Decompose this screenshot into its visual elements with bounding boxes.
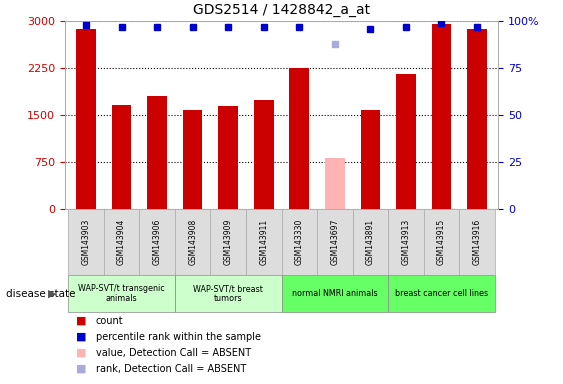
Text: GSM143906: GSM143906	[153, 219, 162, 265]
Text: GSM143697: GSM143697	[330, 219, 339, 265]
Text: GSM143909: GSM143909	[224, 219, 233, 265]
Bar	[325, 158, 345, 209]
Bar	[104, 209, 140, 275]
Text: GSM143915: GSM143915	[437, 219, 446, 265]
Text: GSM143908: GSM143908	[188, 219, 197, 265]
Text: ■: ■	[76, 316, 87, 326]
Bar	[432, 24, 451, 209]
Bar	[388, 275, 495, 312]
Bar	[388, 209, 423, 275]
Text: disease state: disease state	[6, 289, 75, 299]
Bar	[289, 68, 309, 209]
Text: ■: ■	[76, 348, 87, 358]
Text: GSM143911: GSM143911	[259, 219, 268, 265]
Bar	[467, 29, 486, 209]
Bar	[254, 99, 274, 209]
Text: GSM143913: GSM143913	[401, 219, 410, 265]
Bar	[175, 275, 282, 312]
Text: GSM143903: GSM143903	[82, 219, 91, 265]
Bar	[68, 209, 104, 275]
Title: GDS2514 / 1428842_a_at: GDS2514 / 1428842_a_at	[193, 3, 370, 17]
Text: breast cancer cell lines: breast cancer cell lines	[395, 289, 488, 298]
Text: ■: ■	[76, 364, 87, 374]
Text: WAP-SVT/t transgenic
animals: WAP-SVT/t transgenic animals	[78, 284, 165, 303]
Text: ■: ■	[76, 332, 87, 342]
Bar	[360, 109, 380, 209]
Text: GSM143330: GSM143330	[295, 219, 304, 265]
Text: ▶: ▶	[48, 289, 56, 299]
Bar	[211, 209, 246, 275]
Bar	[282, 209, 317, 275]
Bar	[396, 74, 415, 209]
Text: GSM143904: GSM143904	[117, 219, 126, 265]
Bar	[423, 209, 459, 275]
Bar	[282, 275, 388, 312]
Text: WAP-SVT/t breast
tumors: WAP-SVT/t breast tumors	[193, 284, 263, 303]
Bar	[352, 209, 388, 275]
Bar	[459, 209, 495, 275]
Text: count: count	[96, 316, 123, 326]
Bar	[175, 209, 211, 275]
Text: percentile rank within the sample: percentile rank within the sample	[96, 332, 261, 342]
Text: value, Detection Call = ABSENT: value, Detection Call = ABSENT	[96, 348, 251, 358]
Text: GSM143891: GSM143891	[366, 219, 375, 265]
Bar	[140, 209, 175, 275]
Bar	[68, 275, 175, 312]
Bar	[183, 109, 203, 209]
Bar	[112, 105, 131, 209]
Text: normal NMRI animals: normal NMRI animals	[292, 289, 378, 298]
Bar	[218, 106, 238, 209]
Bar	[77, 29, 96, 209]
Text: rank, Detection Call = ABSENT: rank, Detection Call = ABSENT	[96, 364, 246, 374]
Bar	[246, 209, 282, 275]
Text: GSM143916: GSM143916	[472, 219, 481, 265]
Bar	[148, 96, 167, 209]
Bar	[317, 209, 352, 275]
